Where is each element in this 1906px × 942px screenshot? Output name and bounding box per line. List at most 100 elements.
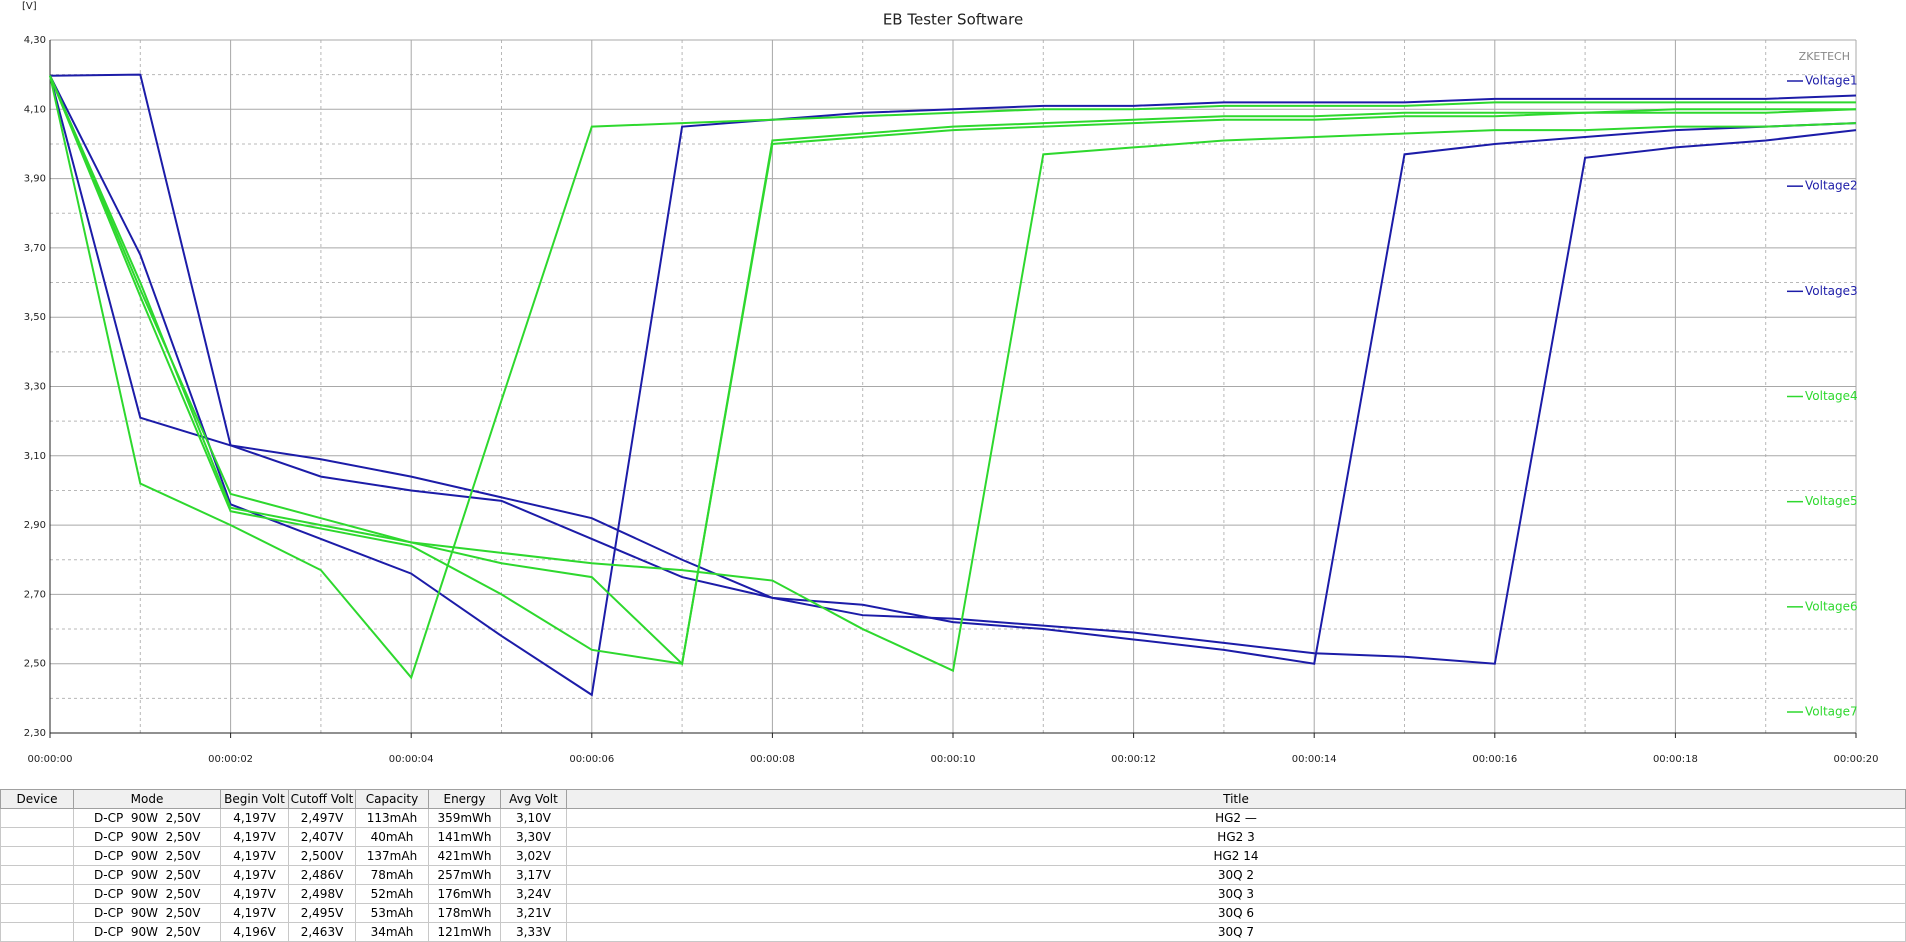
table-cell: D-CP 90W 2,50V: [73, 865, 221, 885]
column-header: Energy: [428, 789, 501, 809]
y-tick-label: 3,90: [24, 174, 46, 185]
table-cell: 113mAh: [355, 808, 429, 828]
table-row: D-CP 90W 2,50V 4,197V 2,495V 53mAh 178mWh 3,2…: [0, 903, 1906, 923]
column-header: Cutoff Volt: [288, 789, 356, 809]
series-line: [49, 75, 1857, 666]
series-line: [49, 75, 1857, 673]
table-cell: 121mWh: [428, 922, 501, 942]
table-cell: 3,17V: [500, 865, 567, 885]
legend-label: Voltage6: [1805, 599, 1858, 613]
series-line: [49, 73, 1857, 665]
x-tick-label: 00:00:10: [931, 754, 976, 765]
y-tick-label: 2,90: [24, 520, 46, 531]
x-tick-label: 00:00:18: [1653, 754, 1698, 765]
y-tick-label: 2,70: [24, 589, 46, 600]
table-cell: 141mWh: [428, 827, 501, 847]
x-tick-label: 00:00:12: [1111, 754, 1156, 765]
column-header: Device: [0, 789, 74, 809]
x-tick-label: 00:00:04: [389, 754, 434, 765]
series-line: [49, 75, 1856, 665]
device-cell: [0, 884, 74, 904]
x-tick-label: 00:00:06: [569, 754, 614, 765]
table-cell: 2,497V: [288, 808, 356, 828]
device-cell: [0, 827, 74, 847]
table-cell: 3,33V: [500, 922, 567, 942]
device-cell: [0, 808, 74, 828]
table-cell: D-CP 90W 2,50V: [73, 846, 221, 866]
table-cell: 137mAh: [355, 846, 429, 866]
x-tick-label: 00:00:02: [208, 754, 253, 765]
table-row: D-CP 90W 2,50V 4,197V 2,497V 113mAh 359mWh 3,…: [0, 808, 1906, 828]
table-row: D-CP 90W 2,50V 4,197V 2,500V 137mAh 421mWh 3,…: [0, 846, 1906, 866]
results-table: Device Mode Begin Volt Cutoff Volt Capacity E…: [0, 789, 1906, 942]
table-cell: 2,498V: [288, 884, 356, 904]
table-cell: 2,486V: [288, 865, 356, 885]
column-header: Title: [566, 789, 1906, 809]
y-tick-label: 3,50: [24, 312, 46, 323]
table-cell: 40mAh: [355, 827, 429, 847]
table-cell: 3,30V: [500, 827, 567, 847]
table-row: D-CP 90W 2,50V 4,196V 2,463V 34mAh 121mWh 3,3…: [0, 922, 1906, 942]
y-tick-label: 3,30: [24, 382, 46, 393]
table-cell: 2,500V: [288, 846, 356, 866]
table-cell: 359mWh: [428, 808, 501, 828]
device-cell: [0, 846, 74, 866]
legend-label: Voltage4: [1805, 389, 1858, 403]
table-cell: 2,495V: [288, 903, 356, 923]
x-tick-label: 00:00:16: [1472, 754, 1517, 765]
y-tick-label: 3,70: [24, 243, 46, 254]
table-cell: 30Q 3: [566, 884, 1906, 904]
table-cell: 52mAh: [355, 884, 429, 904]
table-cell: 4,197V: [220, 884, 289, 904]
x-tick-label: 00:00:20: [1834, 754, 1879, 765]
column-header: Begin Volt: [220, 789, 289, 809]
table-cell: D-CP 90W 2,50V: [73, 884, 221, 904]
legend-label: Voltage3: [1805, 284, 1858, 298]
table-cell: 176mWh: [428, 884, 501, 904]
device-cell: [0, 903, 74, 923]
table-cell: 3,02V: [500, 846, 567, 866]
table-cell: 30Q 6: [566, 903, 1906, 923]
table-row: D-CP 90W 2,50V 4,197V 2,486V 78mAh 257mWh 3,1…: [0, 865, 1906, 885]
table-cell: 3,10V: [500, 808, 567, 828]
table-cell: 4,196V: [220, 922, 289, 942]
x-tick-label: 00:00:00: [28, 754, 73, 765]
y-tick-label: 2,50: [24, 659, 46, 670]
table-cell: HG2 —: [566, 808, 1906, 828]
legend-label: Voltage7: [1805, 705, 1858, 719]
series-line: [49, 75, 1857, 697]
table-cell: 4,197V: [220, 808, 289, 828]
table-cell: D-CP 90W 2,50V: [73, 827, 221, 847]
legend-label: Voltage1: [1805, 74, 1858, 88]
legend-label: Voltage5: [1805, 494, 1858, 508]
table-cell: D-CP 90W 2,50V: [73, 903, 221, 923]
y-tick-label: 4,30: [24, 35, 46, 46]
column-header: Avg Volt: [500, 789, 567, 809]
table-cell: 4,197V: [220, 865, 289, 885]
table-cell: 178mWh: [428, 903, 501, 923]
x-tick-label: 00:00:08: [750, 754, 795, 765]
table-cell: D-CP 90W 2,50V: [73, 922, 221, 942]
table-cell: 30Q 2: [566, 865, 1906, 885]
table-cell: 421mWh: [428, 846, 501, 866]
table-cell: 4,197V: [220, 903, 289, 923]
x-tick-label: 00:00:14: [1292, 754, 1337, 765]
table-cell: 2,407V: [288, 827, 356, 847]
y-tick-label: 2,30: [24, 728, 46, 739]
table-row: D-CP 90W 2,50V 4,197V 2,498V 52mAh 176mWh 3,2…: [0, 884, 1906, 904]
table-cell: 3,21V: [500, 903, 567, 923]
table-cell: D-CP 90W 2,50V: [73, 808, 221, 828]
table-row: D-CP 90W 2,50V 4,197V 2,407V 40mAh 141mWh 3,3…: [0, 827, 1906, 847]
table-cell: 2,463V: [288, 922, 356, 942]
table-cell: HG2 3: [566, 827, 1906, 847]
header-row: Device Mode Begin Volt Cutoff Volt Capacity E…: [0, 789, 1906, 809]
legend-label: Voltage2: [1805, 179, 1858, 193]
y-tick-label: 4,10: [24, 104, 46, 115]
table-cell: 3,24V: [500, 884, 567, 904]
column-header: Mode: [73, 789, 221, 809]
table-cell: 4,197V: [220, 827, 289, 847]
brand: ZKETECH: [1799, 50, 1850, 63]
series-line: [49, 75, 1856, 680]
table-cell: 53mAh: [355, 903, 429, 923]
